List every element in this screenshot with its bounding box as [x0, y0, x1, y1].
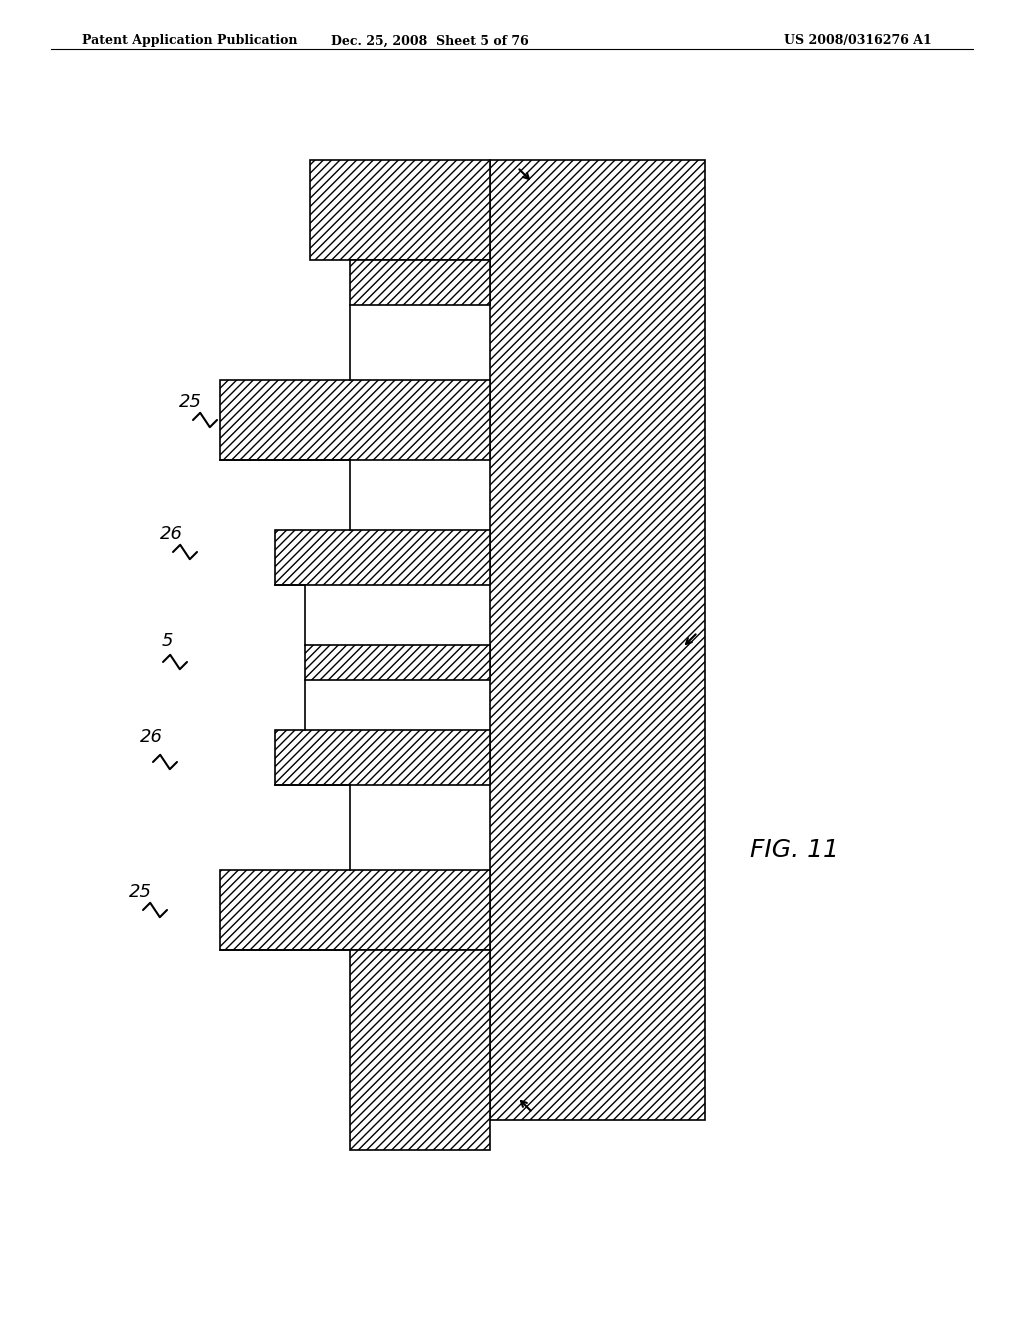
Bar — [310, 160, 490, 260]
Text: 25: 25 — [179, 393, 202, 411]
Bar — [220, 870, 490, 950]
Text: 5: 5 — [162, 632, 173, 649]
Bar — [275, 531, 490, 585]
Bar — [305, 645, 490, 680]
Bar — [350, 260, 490, 305]
Bar — [490, 160, 705, 1119]
Text: Patent Application Publication: Patent Application Publication — [82, 34, 297, 48]
Text: Dec. 25, 2008  Sheet 5 of 76: Dec. 25, 2008 Sheet 5 of 76 — [331, 34, 529, 48]
Text: US 2008/0316276 A1: US 2008/0316276 A1 — [784, 34, 932, 48]
Text: 26: 26 — [140, 729, 163, 746]
Text: 25: 25 — [129, 883, 152, 902]
Text: FIG. 11: FIG. 11 — [750, 838, 839, 862]
Bar — [220, 380, 490, 459]
Bar — [275, 730, 490, 785]
Text: 26: 26 — [160, 525, 183, 543]
Bar — [350, 950, 490, 1150]
